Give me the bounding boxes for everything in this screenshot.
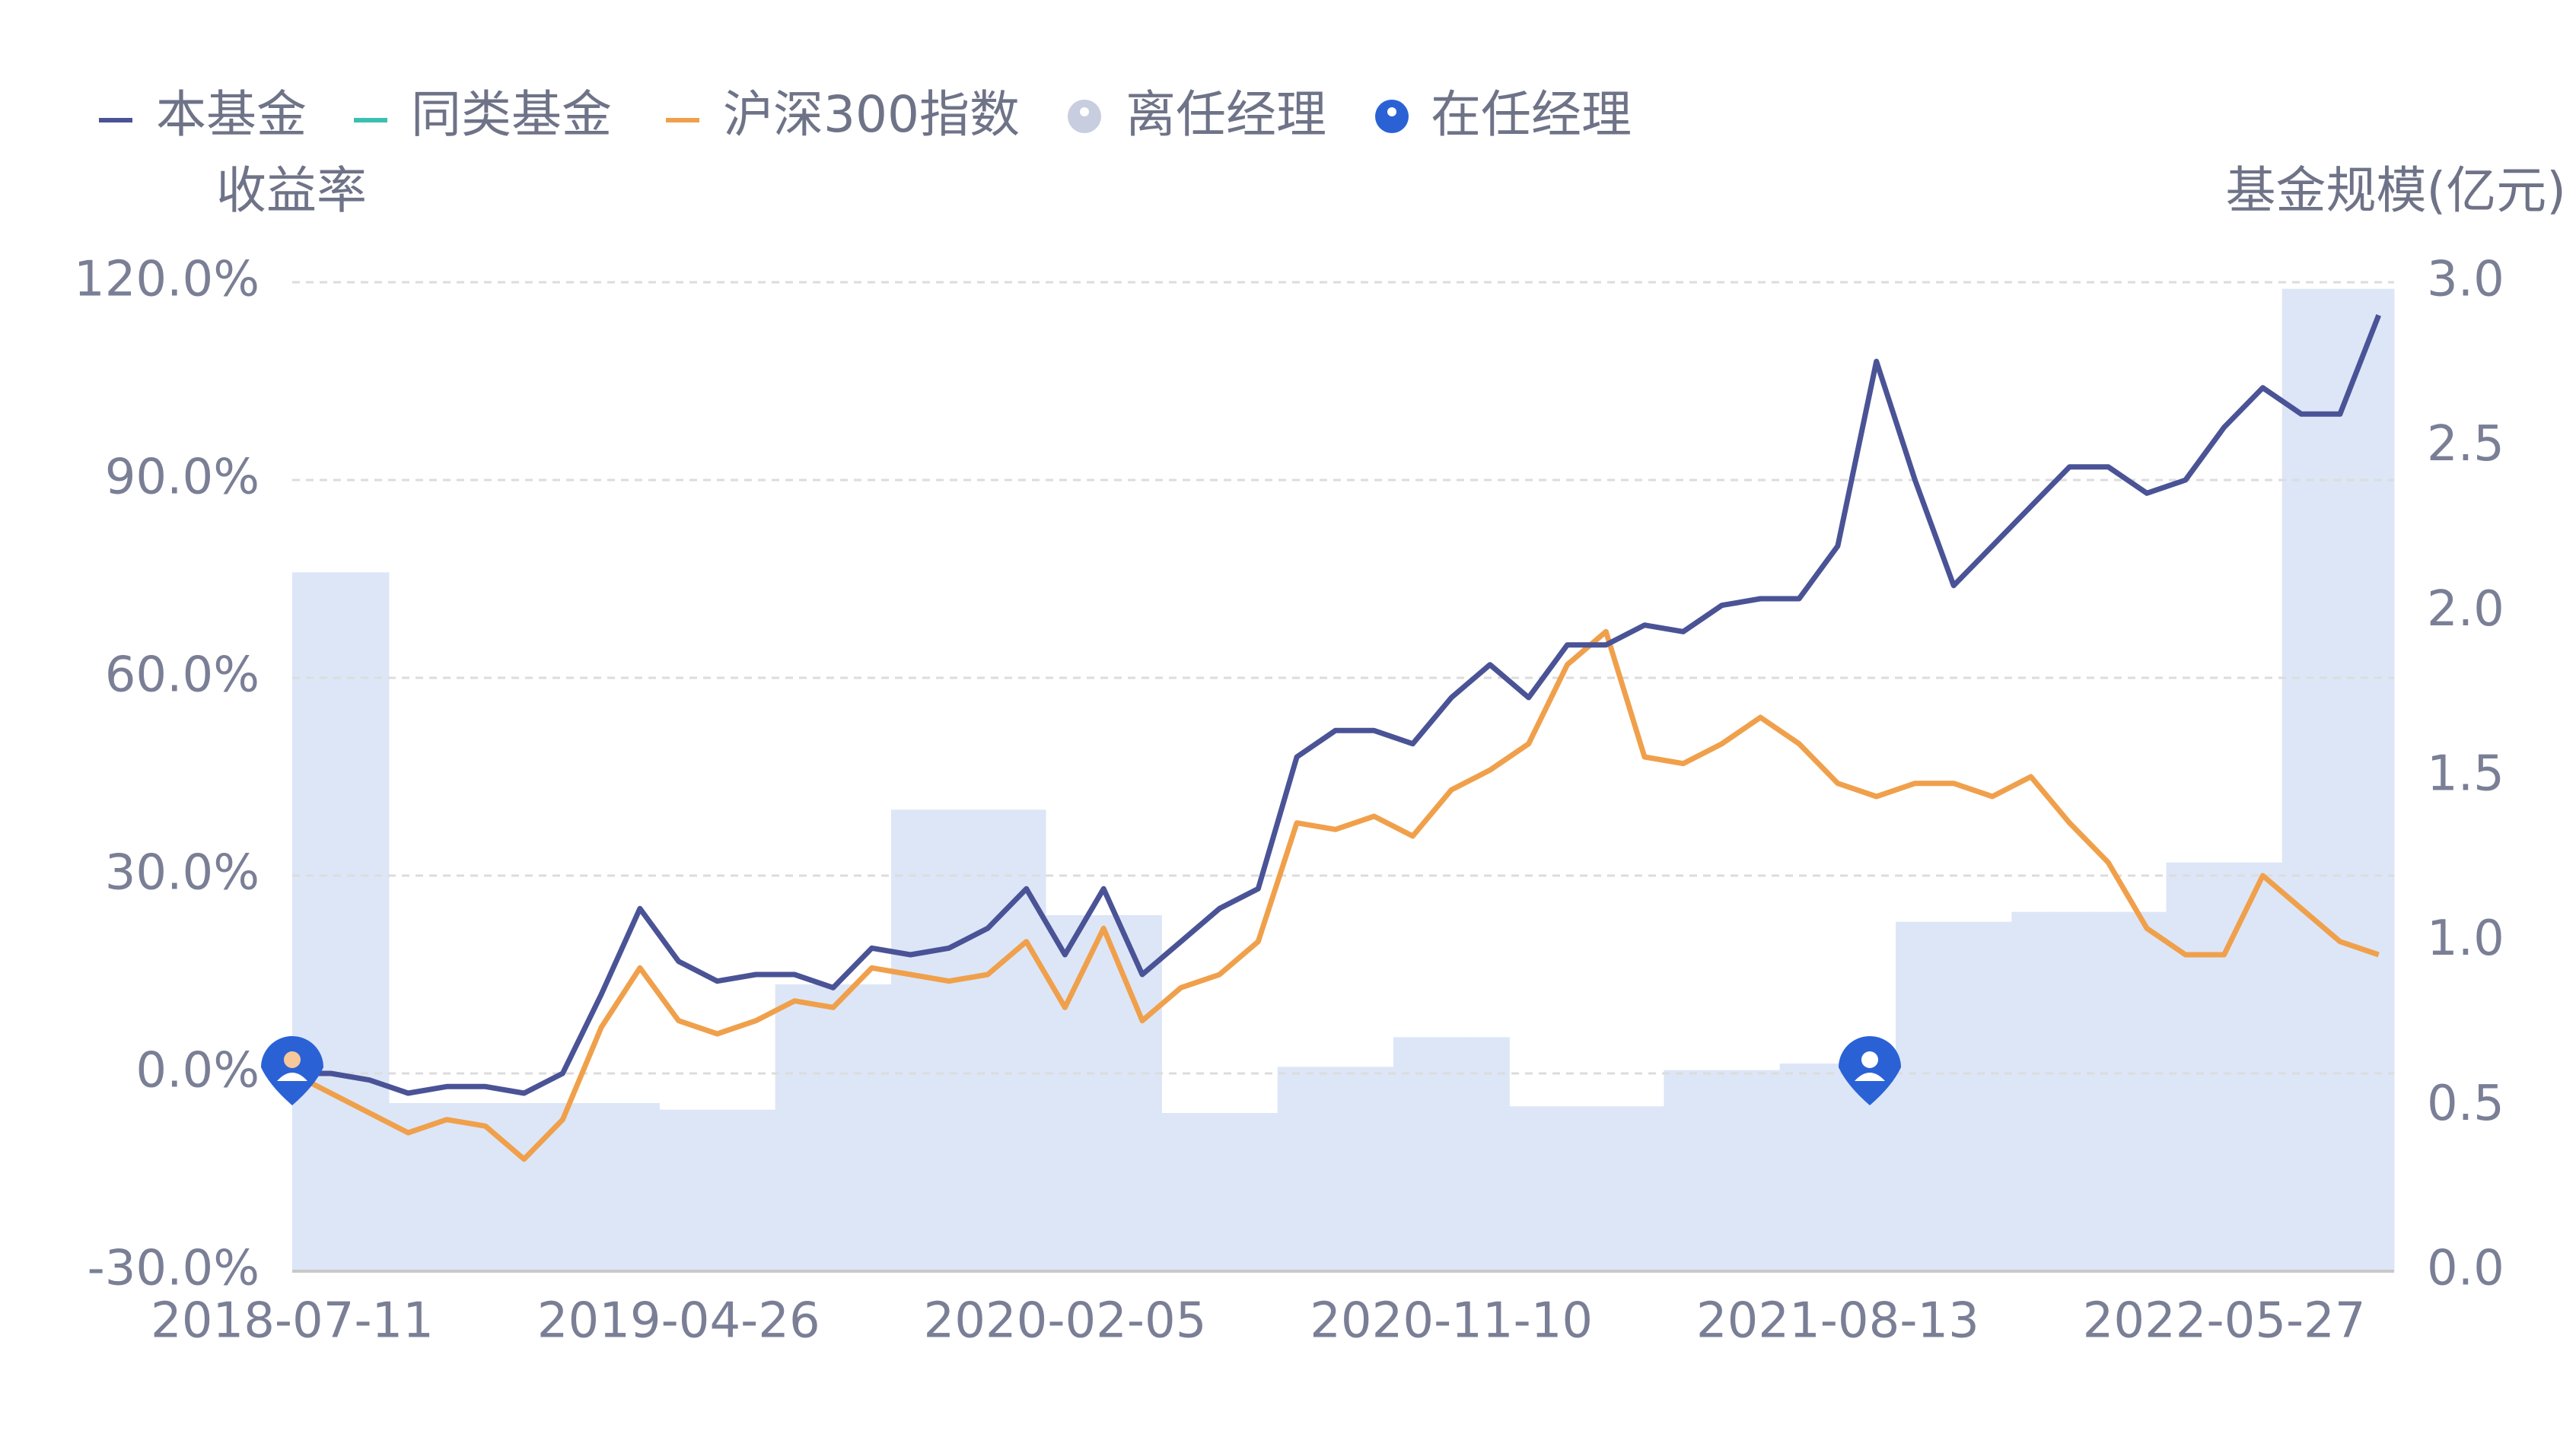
legend-label: 离任经理 [1126,85,1326,144]
size-bar [2127,911,2167,1271]
size-bar [2281,288,2322,1272]
size-bar [1509,1106,1549,1271]
size-bar [2166,862,2205,1271]
size-bar [1431,1037,1472,1271]
x-tick-label: 2020-11-10 [1310,1293,1593,1350]
y2-tick-label: 0.0 [2427,1241,2504,1297]
legend-label: 在任经理 [1431,85,1632,144]
x-tick-label: 2021-08-13 [1696,1293,1979,1350]
size-bar [852,984,892,1271]
legend: 本基金 同类基金 沪深300指数 离任经理 在任经理 [99,85,1632,144]
size-bar [1664,1070,1703,1271]
size-bar [466,1103,505,1271]
size-bar [1046,915,1085,1271]
size-bar [1625,1106,1664,1271]
size-bar [1818,1064,1858,1271]
size-bar [1161,1113,1201,1271]
size-bar [2320,288,2360,1272]
y-tick-label: -30.0% [88,1241,260,1297]
size-bar [1548,1106,1587,1271]
y-tick-label: 60.0% [105,647,260,704]
size-bar [1355,1067,1394,1271]
size-bar [1586,1106,1626,1271]
size-bar [581,1103,622,1271]
size-bar [1084,915,1124,1271]
size-bar [543,1103,583,1271]
y2-tick-label: 3.0 [2427,252,2504,308]
size-bar [2050,911,2090,1271]
size-bar [427,1103,466,1271]
size-bar [2359,288,2395,1272]
size-bar [1200,1113,1240,1271]
plot-area [291,281,2395,1273]
size-bar [968,809,1008,1271]
size-bar [1973,921,2012,1271]
series-line [291,628,2380,1162]
y2-tick-label: 2.5 [2427,416,2504,472]
size-bar [2011,911,2051,1271]
manager-pin [1839,1035,1901,1105]
y2-axis-title: 基金规模(亿元) [2226,161,2567,220]
legend-label: 同类基金 [411,85,612,144]
size-bar [2088,911,2129,1271]
size-bar [659,1109,699,1271]
x-tick-label: 2022-05-27 [2083,1293,2366,1350]
y2-tick-label: 1.5 [2427,746,2504,803]
y-axis-title: 收益率 [216,161,367,220]
x-tick-label: 2020-02-05 [923,1293,1206,1350]
size-bar [775,984,814,1271]
size-bar [1238,1113,1278,1271]
x-tick-label: 2019-04-26 [537,1293,820,1350]
y2-tick-label: 2.0 [2427,581,2504,638]
size-bar [1007,809,1046,1271]
size-bar [1934,921,1974,1271]
manager-pins [261,1035,1901,1105]
size-bar [1316,1067,1355,1271]
size-bar [736,1109,776,1271]
y-tick-label: 90.0% [105,450,260,506]
manager-pin [261,1035,323,1105]
x-tick-label: 2018-07-11 [151,1293,434,1350]
size-bar [1702,1070,1742,1271]
size-bar [890,809,931,1271]
series-line [292,314,2381,1096]
size-bar [1896,921,1935,1271]
size-bar [292,572,312,1271]
y2-tick-label: 1.0 [2427,911,2504,967]
size-bar [929,809,970,1271]
legend-label: 沪深300指数 [723,85,1020,144]
size-bar [2243,862,2283,1271]
legend-label: 本基金 [156,85,307,144]
size-bar [620,1103,660,1271]
size-bar [1740,1070,1781,1271]
legend-marker-head [1080,107,1089,116]
size-bar [1277,1067,1317,1271]
y-tick-label: 0.0% [135,1043,260,1099]
y-tick-label: 30.0% [105,845,260,901]
y-tick-label: 120.0% [74,252,260,308]
size-bar [505,1103,544,1271]
size-bar [1393,1037,1433,1271]
size-bar [350,572,390,1271]
size-bar [1470,1037,1510,1271]
size-bar [698,1109,737,1271]
legend-marker-head [1387,107,1396,116]
size-bar [311,572,351,1271]
y2-tick-label: 0.5 [2427,1076,2504,1132]
size-bar [814,984,853,1271]
size-bar [1779,1064,1819,1271]
